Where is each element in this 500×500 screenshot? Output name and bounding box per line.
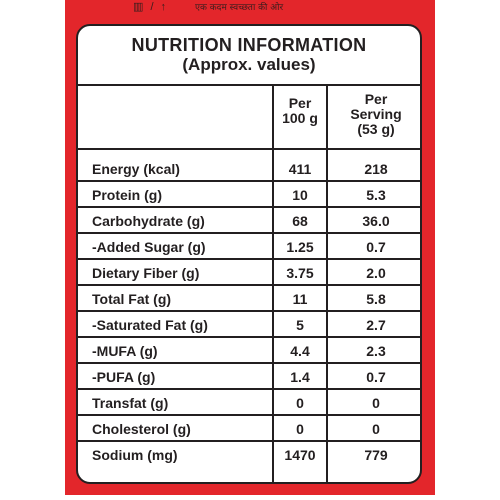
- nutrient-name: Dietary Fiber (g): [92, 265, 200, 281]
- nutrient-name: -Saturated Fat (g): [92, 317, 208, 333]
- value-per-serving: 36.0: [362, 213, 390, 229]
- value-per-100g: 0: [296, 421, 304, 437]
- nutrient-name: -Added Sugar (g): [92, 239, 206, 255]
- nutrition-panel: NUTRITION INFORMATION (Approx. values) P…: [76, 24, 422, 484]
- header-rule: [78, 84, 420, 86]
- value-per-100g: 1.4: [290, 369, 310, 385]
- table-row: Energy (kcal) 411 218: [78, 156, 420, 182]
- value-per-100g: 3.75: [286, 265, 314, 281]
- nutrient-name: Energy (kcal): [92, 161, 180, 177]
- value-per-serving: 0.7: [366, 239, 386, 255]
- table-row: -PUFA (g) 1.4 0.7: [78, 364, 420, 390]
- table-row: Dietary Fiber (g) 3.75 2.0: [78, 260, 420, 286]
- table-row: Transfat (g) 0 0: [78, 390, 420, 416]
- row-rule: [78, 284, 420, 286]
- table-row: Sodium (mg) 1470 779: [78, 442, 420, 468]
- top-strip: ▥ / ↑ एक कदम स्वच्छता की ओर: [65, 0, 435, 14]
- table-row: Carbohydrate (g) 68 36.0: [78, 208, 420, 234]
- table-row: -MUFA (g) 4.4 2.3: [78, 338, 420, 364]
- row-rule: [78, 388, 420, 390]
- panel-subtitle: (Approx. values): [182, 55, 316, 74]
- value-per-serving: 0: [372, 395, 380, 411]
- col-header-serving-line2: Serving: [350, 106, 402, 122]
- col-header-per100: Per 100 g: [274, 96, 326, 126]
- nutrient-name: Transfat (g): [92, 395, 169, 411]
- row-rule: [78, 310, 420, 312]
- column-divider-2: [326, 84, 328, 482]
- nutrient-name: -MUFA (g): [92, 343, 158, 359]
- nutrient-name: -PUFA (g): [92, 369, 156, 385]
- col-header-per100-line1: Per: [288, 95, 312, 111]
- value-per-serving: 5.3: [366, 187, 386, 203]
- row-rule: [78, 362, 420, 364]
- value-per-100g: 4.4: [290, 343, 310, 359]
- col-header-serving: Per Serving (53 g): [328, 91, 420, 137]
- panel-title: NUTRITION INFORMATION: [131, 35, 367, 55]
- nutrient-name: Sodium (mg): [92, 447, 178, 463]
- value-per-serving: 5.8: [366, 291, 386, 307]
- row-rule: [78, 206, 420, 208]
- value-per-100g: 1.25: [286, 239, 314, 255]
- col-header-per100-line2: 100 g: [282, 110, 318, 126]
- table-row: Cholesterol (g) 0 0: [78, 416, 420, 442]
- recycle-icon: ▥ / ↑: [133, 1, 169, 13]
- row-rule: [78, 180, 420, 182]
- package-background: ▥ / ↑ एक कदम स्वच्छता की ओर NUTRITION IN…: [65, 0, 435, 495]
- value-per-100g: 68: [292, 213, 308, 229]
- value-per-serving: 2.7: [366, 317, 386, 333]
- value-per-serving: 0.7: [366, 369, 386, 385]
- value-per-serving: 2.3: [366, 343, 386, 359]
- row-rule: [78, 232, 420, 234]
- table-row: Protein (g) 10 5.3: [78, 182, 420, 208]
- value-per-100g: 411: [288, 161, 312, 177]
- nutrient-name: Carbohydrate (g): [92, 213, 205, 229]
- table-row: Total Fat (g) 11 5.8: [78, 286, 420, 312]
- value-per-serving: 779: [364, 447, 388, 463]
- value-per-serving: 218: [364, 161, 388, 177]
- nutrient-name: Total Fat (g): [92, 291, 172, 307]
- value-per-100g: 1470: [284, 447, 316, 463]
- nutrient-name: Protein (g): [92, 187, 162, 203]
- table-row: -Added Sugar (g) 1.25 0.7: [78, 234, 420, 260]
- row-rule: [78, 258, 420, 260]
- value-per-100g: 11: [292, 291, 308, 307]
- value-per-100g: 5: [296, 317, 304, 333]
- row-rule: [78, 336, 420, 338]
- value-per-100g: 10: [292, 187, 308, 203]
- col-header-serving-line3: (53 g): [357, 121, 395, 137]
- nutrient-name: Cholesterol (g): [92, 421, 191, 437]
- col-header-serving-line1: Per: [364, 91, 388, 107]
- value-per-serving: 0: [372, 421, 380, 437]
- table-row: -Saturated Fat (g) 5 2.7: [78, 312, 420, 338]
- row-rule: [78, 440, 420, 442]
- column-header-rule: [78, 148, 420, 150]
- row-rule: [78, 414, 420, 416]
- column-divider-1: [272, 84, 274, 482]
- value-per-serving: 2.0: [366, 265, 386, 281]
- hindi-slogan: एक कदम स्वच्छता की ओर: [195, 3, 284, 13]
- value-per-100g: 0: [296, 395, 304, 411]
